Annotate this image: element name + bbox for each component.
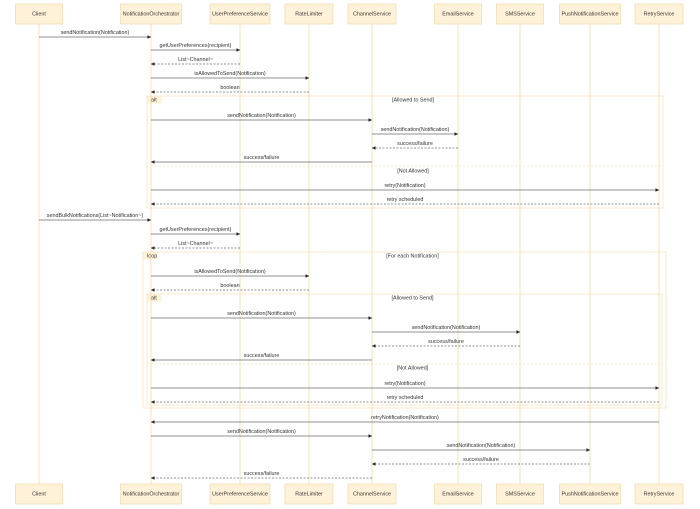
participant-box [284,3,334,25]
participant-label: PushNotificationService [562,11,619,17]
fragment-condition: [Allowed to Send] [392,295,434,301]
participant-box [209,483,271,505]
participant-box [284,483,334,505]
message-label: sendNotification(Notification) [227,113,296,119]
participant-box [347,3,397,25]
participant-box [496,483,544,505]
message-label: sendBulkNotifications(List~Notification~… [47,213,144,219]
participant-label: EmailService [442,491,473,497]
message-label: sendNotification(Notification) [412,325,481,331]
participant-box [209,3,271,25]
message-label: sendNotification(Notification) [227,311,296,317]
message-label: sendNotification(Notification) [381,127,450,133]
fragment-tab [143,252,158,260]
message-label: success/failure [428,339,464,345]
fragment-condition: [Not Allowed] [397,168,429,174]
participant-box [496,3,544,25]
fragment-operator: loop [147,253,157,259]
fragment-tab [147,294,162,302]
fragment-condition: [For each Notification] [386,253,439,259]
participant-box [559,483,621,505]
message-label: success/failure [244,155,280,161]
message-label: retry scheduled [387,197,424,203]
message-label: success/failure [244,353,280,359]
participant-label: SMSService [505,11,535,17]
message-label: success/failure [244,471,280,477]
participant-label: Client [32,491,46,497]
participant-box [634,3,684,25]
participant-label: EmailService [442,11,473,17]
fragment-condition: [Not Allowed] [397,365,429,371]
participant-box [434,3,482,25]
participant-box [634,483,684,505]
message-label: success/failure [463,457,499,463]
fragment-operator: alt [151,295,157,301]
participant-label: NotificationOrchestrator [123,491,180,497]
message-label: retryNotification(Notification) [371,415,439,421]
message-label: sendNotification(Notification) [61,30,130,36]
message-label: sendNotification(Notification) [227,429,296,435]
participant-label: ChannelService [353,11,391,17]
participant-label: RateLimiter [295,11,323,17]
participant-label: RetryService [644,491,675,497]
message-label: retry(Notification) [384,183,425,189]
participant-box [347,483,397,505]
fragment-frame [146,293,663,406]
participant-label: ChannelService [353,491,391,497]
participant-label: RetryService [644,11,675,17]
participant-box [15,483,63,505]
message-label: sendNotification(Notification) [447,443,516,449]
participant-label: SMSService [505,491,535,497]
fragment-frame [146,95,664,209]
message-label: retry scheduled [387,395,424,401]
message-label: getUserPreferences(recipient) [160,43,232,49]
message-label: retry(Notification) [384,381,425,387]
message-label: boolean [220,283,239,289]
participant-label: UserPreferenceService [212,11,268,17]
participant-box [120,3,182,25]
participant-label: NotificationOrchestrator [123,11,180,17]
participant-box [15,3,63,25]
participant-label: UserPreferenceService [212,491,268,497]
fragment-tab [147,96,162,104]
participant-label: Client [32,11,46,17]
message-label: boolean [220,85,239,91]
participant-box [559,3,621,25]
message-label: isAllowedToSend(Notification) [194,71,266,77]
fragment-frame [142,251,667,409]
message-label: isAllowedToSend(Notification) [194,269,266,275]
message-label: success/failure [397,141,433,147]
participant-label: PushNotificationService [562,491,619,497]
participant-box [434,483,482,505]
fragment-operator: alt [151,97,157,103]
message-label: List~Channel~ [178,57,213,63]
fragment-condition: [Allowed to Send] [392,97,434,103]
message-label: List~Channel~ [178,241,213,247]
message-label: getUserPreferences(recipient) [160,227,232,233]
participant-box [120,483,182,505]
participant-label: RateLimiter [295,491,323,497]
